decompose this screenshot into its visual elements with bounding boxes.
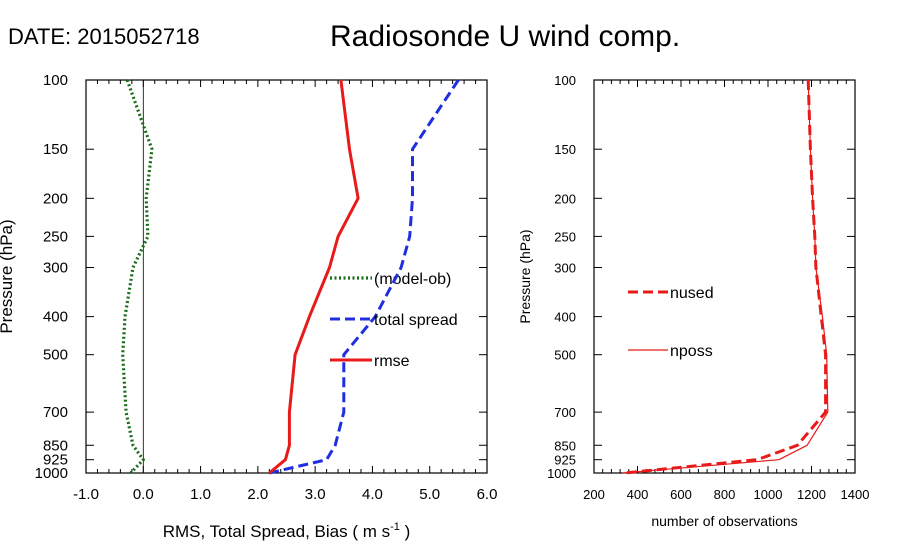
- plot-frame: [85, 79, 488, 474]
- y-tick-label: 100: [43, 72, 68, 89]
- x-tick-label: 1.0: [190, 486, 211, 503]
- y-tick-label: 500: [554, 348, 576, 363]
- x-tick-label: 5.0: [419, 486, 440, 503]
- series-line-nused: [624, 79, 828, 475]
- legend-label: nposs: [670, 343, 713, 360]
- y-tick-label: 300: [554, 261, 576, 276]
- y-axis-title: Pressure (hPa): [0, 219, 16, 333]
- x-tick-label: -1.0: [73, 486, 99, 503]
- series-line-total-spread: [268, 79, 460, 475]
- y-tick-label: 500: [43, 347, 68, 364]
- left-plot: -1.0 0.0 1.0 2.0 3.0 4.0 5.0 6.0 100 150 200 250 300…: [0, 72, 497, 541]
- x-tick-label: 4.0: [362, 486, 383, 503]
- y-tick-label: 700: [43, 404, 68, 421]
- x-tick-label: 600: [670, 487, 692, 502]
- y-tick-label: 700: [554, 405, 576, 420]
- y-tick-label: 150: [554, 142, 576, 157]
- y-tick-label: 1000: [35, 465, 68, 482]
- x-tick-label: 1400: [841, 487, 870, 502]
- date-label: DATE: 2015052718: [8, 24, 200, 49]
- page-title: Radiosonde U wind comp.: [330, 20, 681, 53]
- y-tick-label: 250: [554, 229, 576, 244]
- x-tick-label: 2.0: [247, 486, 268, 503]
- series-line-rmse: [268, 79, 360, 475]
- y-tick-label: 100: [554, 73, 576, 88]
- y-tick-label: 925: [554, 453, 576, 468]
- x-tick-label: 800: [714, 487, 736, 502]
- y-tick-label: 200: [554, 191, 576, 206]
- legend-label: total spread: [374, 312, 458, 329]
- y-axis-title: Pressure (hPa): [517, 229, 533, 323]
- x-tick-label: 1000: [754, 487, 783, 502]
- x-tick-label: 6.0: [477, 486, 498, 503]
- legend-label: (model-ob): [374, 271, 451, 288]
- x-tick-label: 0.0: [133, 486, 154, 503]
- series-line-model-ob: [121, 79, 154, 475]
- x-tick-label: 400: [627, 487, 649, 502]
- y-tick-label: 925: [43, 452, 68, 469]
- x-axis-title: RMS, Total Spread, Bias ( m s-1 ): [163, 521, 411, 541]
- y-tick-label: 300: [43, 260, 68, 277]
- y-tick-label: 400: [554, 310, 576, 325]
- legend-label: rmse: [374, 353, 410, 370]
- y-tick-label: 200: [43, 190, 68, 207]
- legend-label: nused: [670, 285, 714, 302]
- y-tick-label: 850: [554, 438, 576, 453]
- x-axis-title: number of observations: [651, 513, 797, 529]
- x-tick-label: 200: [583, 487, 605, 502]
- right-plot: 200 400 600 800 1000 1200 1400 100 150 200 250 300 4…: [517, 73, 869, 529]
- y-tick-label: 1000: [547, 466, 576, 481]
- y-tick-label: 150: [43, 141, 68, 158]
- y-tick-label: 400: [43, 309, 68, 326]
- x-axis-title-superscript: -1: [390, 521, 400, 533]
- x-tick-label: 1200: [797, 487, 826, 502]
- y-tick-label: 850: [43, 437, 68, 454]
- x-axis-title-end: ): [400, 522, 410, 541]
- y-tick-label: 250: [43, 228, 68, 245]
- series-line-nposs: [622, 79, 829, 474]
- x-tick-label: 3.0: [305, 486, 326, 503]
